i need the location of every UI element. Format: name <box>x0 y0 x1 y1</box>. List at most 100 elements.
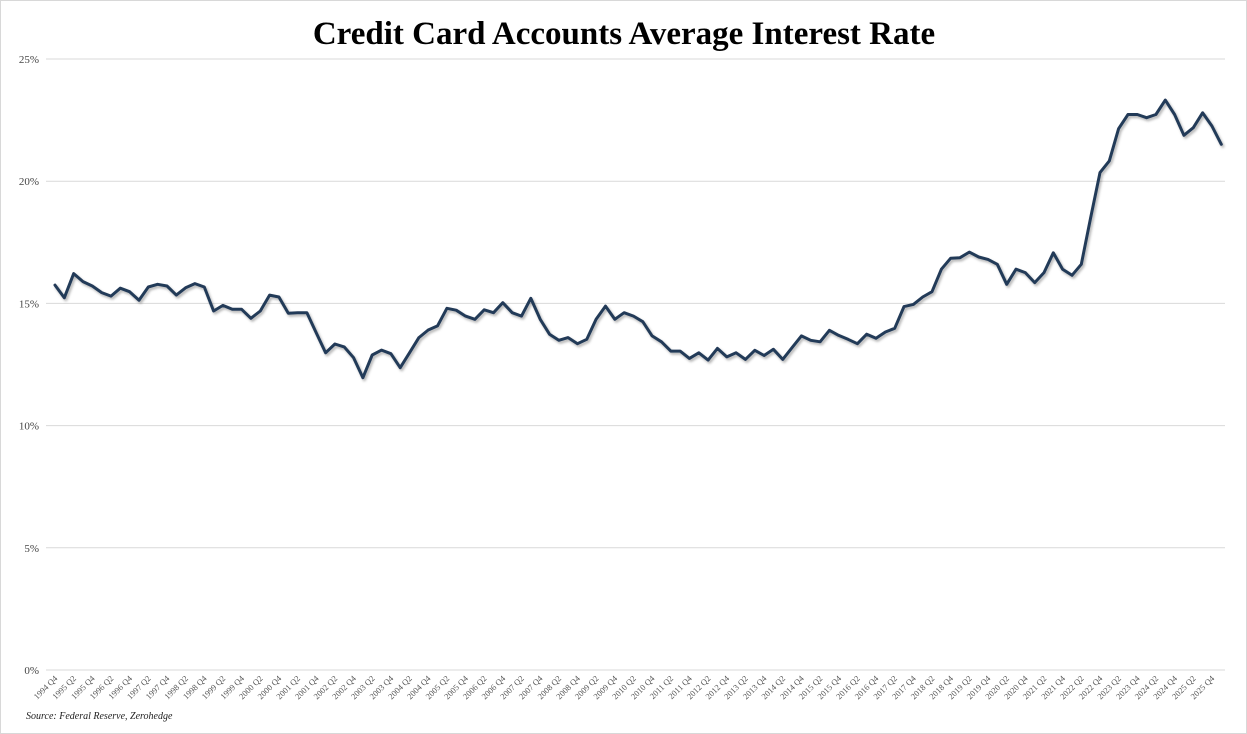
data-point <box>352 356 355 359</box>
data-point <box>324 351 327 354</box>
data-point <box>968 250 971 254</box>
data-point <box>1098 171 1102 174</box>
data-point <box>240 308 243 311</box>
data-point <box>333 342 337 346</box>
chart-title: Credit Card Accounts Average Interest Ra… <box>313 16 935 52</box>
data-point <box>837 334 840 337</box>
data-point <box>856 342 859 345</box>
data-point <box>501 301 504 304</box>
data-point <box>408 351 411 354</box>
data-point <box>63 296 66 299</box>
data-point <box>1117 127 1120 130</box>
data-point <box>287 312 290 315</box>
data-point <box>996 263 999 266</box>
data-point <box>669 349 672 353</box>
data-point <box>1070 274 1074 277</box>
data-point <box>576 342 579 345</box>
data-point <box>949 257 952 260</box>
data-point <box>492 311 495 314</box>
data-point <box>1136 113 1139 116</box>
data-point <box>800 334 803 338</box>
data-point <box>165 284 169 288</box>
data-point <box>902 305 906 308</box>
data-point <box>436 324 439 328</box>
data-point <box>249 317 253 320</box>
data-point <box>1033 281 1036 284</box>
data-point <box>585 338 588 341</box>
data-point <box>604 304 607 308</box>
data-point <box>557 339 560 342</box>
data-point <box>1126 113 1130 116</box>
data-point <box>343 345 346 349</box>
data-point <box>277 295 281 299</box>
data-point <box>1145 116 1148 119</box>
data-point <box>912 303 915 306</box>
data-point <box>1182 134 1186 137</box>
source-note: Source: Federal Reserve, Zerohedge <box>26 711 173 722</box>
data-point <box>380 348 383 352</box>
data-point <box>511 311 514 314</box>
data-point <box>1089 216 1092 220</box>
data-point <box>427 328 430 332</box>
data-point <box>884 330 887 334</box>
data-point <box>697 351 700 354</box>
data-point <box>156 283 159 286</box>
data-point <box>622 311 626 314</box>
data-point <box>1192 126 1195 129</box>
data-point <box>1014 268 1018 271</box>
data-point <box>193 282 197 285</box>
data-point <box>772 348 775 351</box>
data-point <box>221 304 225 307</box>
data-point <box>137 299 141 302</box>
data-point <box>1108 159 1111 163</box>
data-point <box>930 290 934 293</box>
data-point <box>1220 143 1223 146</box>
data-point <box>119 287 122 290</box>
data-point <box>641 320 644 323</box>
data-point <box>231 308 234 311</box>
y-tick-label: 15% <box>19 298 39 310</box>
data-point <box>1201 111 1204 115</box>
data-point <box>417 336 421 339</box>
data-point <box>128 290 131 293</box>
data-point <box>175 293 178 297</box>
data-point <box>725 355 728 359</box>
data-point <box>865 333 868 336</box>
data-point <box>184 286 187 289</box>
data-point <box>1210 124 1214 128</box>
data-point <box>1052 251 1055 254</box>
data-point <box>91 284 94 288</box>
data-point <box>1080 263 1083 266</box>
data-point <box>1061 268 1064 271</box>
data-point <box>109 294 113 298</box>
data-point <box>520 314 523 318</box>
data-point <box>1154 113 1158 116</box>
data-point <box>483 308 486 311</box>
gridlines <box>46 58 1225 671</box>
series-line <box>53 98 1223 380</box>
data-point <box>874 337 878 340</box>
data-point <box>977 255 980 259</box>
data-point <box>613 318 616 321</box>
y-tick-label: 0% <box>24 665 39 677</box>
data-point <box>781 358 784 361</box>
y-tick-label: 25% <box>19 54 39 66</box>
data-point <box>744 358 747 361</box>
data-point <box>632 314 635 318</box>
data-point <box>147 285 150 289</box>
data-point <box>539 318 542 321</box>
y-tick-label: 20% <box>19 176 39 188</box>
data-point <box>921 295 924 299</box>
data-point <box>753 349 756 352</box>
data-point <box>818 340 822 343</box>
data-point <box>1042 271 1046 274</box>
data-point <box>81 280 85 283</box>
data-point <box>203 285 206 289</box>
data-point <box>72 272 75 275</box>
data-point <box>846 338 850 341</box>
data-point <box>706 358 710 362</box>
data-point <box>809 339 812 342</box>
